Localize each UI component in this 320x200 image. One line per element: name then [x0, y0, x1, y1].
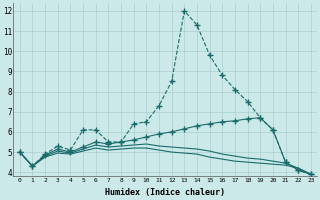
X-axis label: Humidex (Indice chaleur): Humidex (Indice chaleur): [105, 188, 225, 197]
